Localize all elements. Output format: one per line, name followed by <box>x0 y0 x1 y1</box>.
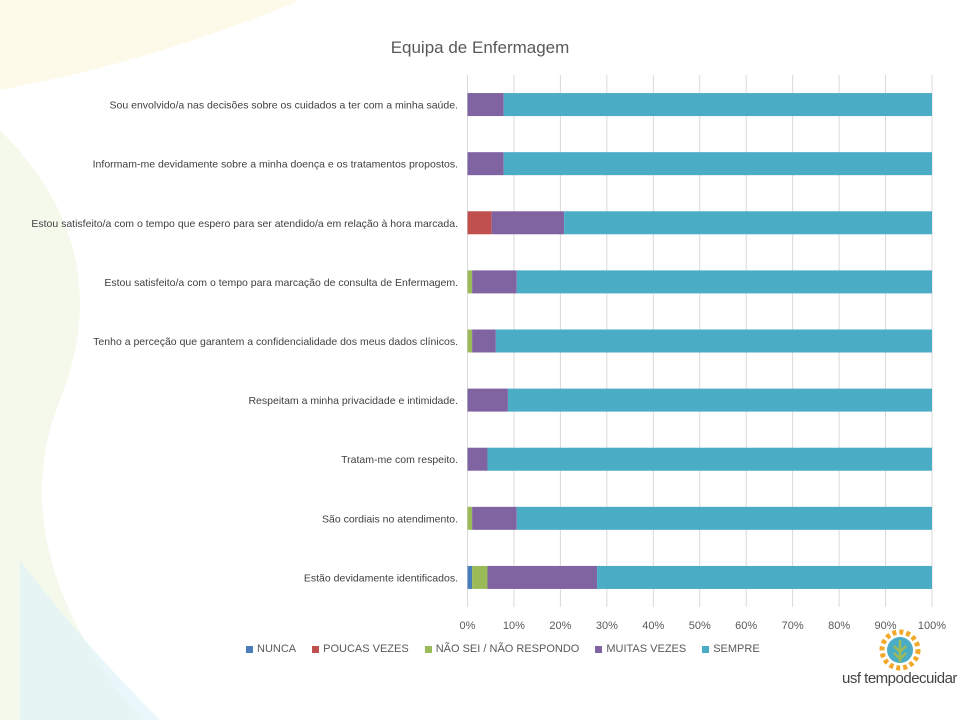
x-tick-label: 40% <box>642 620 664 632</box>
x-tick-label: 90% <box>875 620 897 632</box>
bar-segment-sempre <box>503 152 932 176</box>
bar-segment-muitas-vezes <box>467 388 508 412</box>
logo-text: usf tempodecuidar <box>842 670 957 687</box>
bar-segment-muitas-vezes <box>472 506 517 530</box>
bar-segment-sempre <box>597 565 932 589</box>
category-label: Estou satisfeito/a com o tempo que esper… <box>31 218 458 230</box>
category-label: Informam-me devidamente sobre a minha do… <box>93 159 458 171</box>
bar-segment-n-o-sei-n-o-respondo <box>467 270 473 294</box>
x-tick-label: 80% <box>828 620 850 632</box>
bar-segment-sempre <box>516 270 932 294</box>
category-label: Estou satisfeito/a com o tempo para marc… <box>104 277 458 289</box>
category-label: Respeitam a minha privacidade e intimida… <box>248 395 458 407</box>
category-label: São cordiais no atendimento. <box>322 513 458 525</box>
bar-segment-sempre <box>503 93 932 117</box>
legend-label: POUCAS VEZES <box>323 643 409 655</box>
legend: NUNCA POUCAS VEZES NÃO SEI / NÃO RESPONDO M… <box>246 643 760 655</box>
legend-label: MUITAS VEZES <box>606 643 687 655</box>
bar-segment-muitas-vezes <box>472 329 496 353</box>
bar-segment-sempre <box>487 447 932 471</box>
bar-segment-n-o-sei-n-o-respondo <box>467 506 473 530</box>
bar-segment-muitas-vezes <box>467 447 488 471</box>
legend-item: SEMPRE <box>702 643 760 655</box>
x-tick-label: 20% <box>549 620 571 632</box>
bar-segment-sempre <box>495 329 932 353</box>
chart-title: Equipa de Enfermagem <box>390 38 570 57</box>
bar-segment-nunca <box>467 565 473 589</box>
category-label: Sou envolvido/a nas decisões sobre os cu… <box>110 100 458 112</box>
bar-segment-muitas-vezes <box>487 565 598 589</box>
x-tick-label: 10% <box>503 620 525 632</box>
bar-segment-muitas-vezes <box>472 270 517 294</box>
legend-swatch <box>595 645 603 653</box>
bar-segment-n-o-sei-n-o-respondo <box>467 329 473 353</box>
bar-segment-poucas-vezes <box>467 211 492 235</box>
legend-swatch <box>246 645 253 653</box>
bar-segment-n-o-sei-n-o-respondo <box>472 565 488 589</box>
category-label: Tenho a perceção que garantem a confiden… <box>93 336 458 348</box>
category-label: Tratam-me com respeito. <box>341 454 458 466</box>
logo-icon <box>879 629 921 671</box>
x-tick-label: 100% <box>918 620 946 632</box>
x-tick-label: 50% <box>689 620 711 632</box>
category-label: Estão devidamente identificados. <box>304 572 458 584</box>
legend-item: MUITAS VEZES <box>595 643 686 655</box>
bar-segment-sempre <box>564 211 932 235</box>
legend-item: POUCAS VEZES <box>312 643 409 655</box>
bar-segment-muitas-vezes <box>467 93 504 117</box>
x-tick-label: 70% <box>782 620 804 632</box>
legend-swatch <box>702 645 710 653</box>
bar-segment-muitas-vezes <box>491 211 565 235</box>
legend-label: NÃO SEI / NÃO RESPONDO <box>435 643 580 655</box>
legend-label: NUNCA <box>257 643 297 655</box>
x-tick-label: 60% <box>735 620 757 632</box>
bar-segment-sempre <box>516 506 932 530</box>
bar-segment-muitas-vezes <box>467 152 504 176</box>
legend-item: NÃO SEI / NÃO RESPONDO <box>424 643 580 655</box>
x-tick-label: 0% <box>460 620 476 632</box>
legend-label: SEMPRE <box>713 643 760 655</box>
bar-segment-sempre <box>507 388 932 412</box>
legend-swatch <box>424 645 432 653</box>
legend-swatch <box>312 645 320 653</box>
x-tick-label: 30% <box>596 620 618 632</box>
legend-item: NUNCA <box>246 643 296 655</box>
